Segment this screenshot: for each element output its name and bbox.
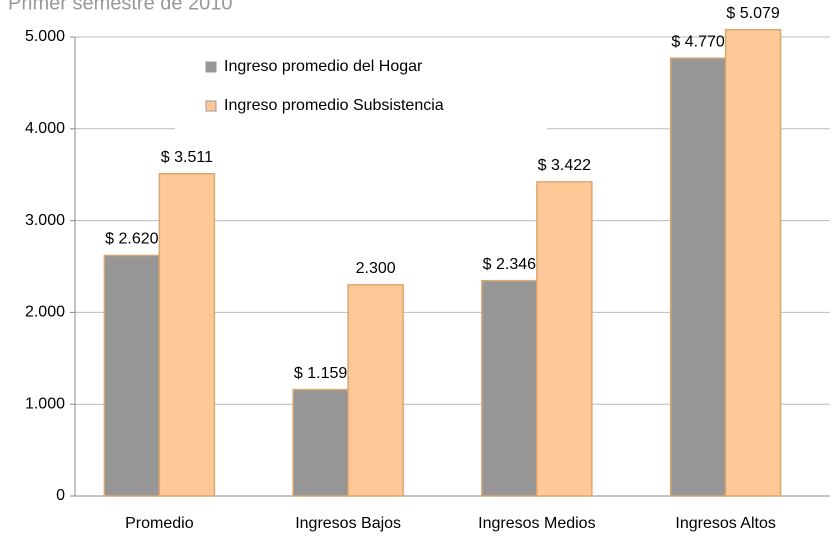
bar bbox=[158, 172, 216, 497]
data-label: $ 3.422 bbox=[538, 157, 591, 174]
x-tick-label: Ingresos Medios bbox=[478, 515, 595, 532]
y-tick-label: 5.000 bbox=[25, 28, 65, 45]
data-label: $ 2.346 bbox=[483, 256, 536, 273]
chart-title: Primer semestre de 2010 bbox=[8, 0, 233, 14]
y-tick-label: 0 bbox=[56, 487, 65, 504]
legend-box bbox=[175, 40, 547, 130]
legend-swatch bbox=[205, 61, 217, 73]
data-label: $ 1.159 bbox=[294, 365, 347, 382]
legend-label: Ingreso promedio del Hogar bbox=[224, 58, 423, 75]
x-tick-label: Ingresos Altos bbox=[675, 515, 776, 532]
bar bbox=[103, 254, 161, 497]
data-label: $ 2.620 bbox=[105, 231, 158, 248]
y-tick-label: 1.000 bbox=[25, 395, 65, 412]
data-label: $ 4.770 bbox=[671, 33, 724, 50]
x-tick-label: Ingresos Bajos bbox=[295, 515, 401, 532]
bar bbox=[481, 279, 538, 497]
legend-swatch bbox=[205, 100, 217, 112]
data-label: 2.300 bbox=[356, 260, 396, 277]
bar bbox=[536, 181, 593, 497]
data-label: $ 3.511 bbox=[161, 149, 213, 166]
bar bbox=[292, 388, 349, 497]
bar bbox=[669, 57, 727, 497]
bar bbox=[347, 284, 404, 497]
y-tick-label: 3.000 bbox=[25, 212, 65, 229]
y-tick-label: 2.000 bbox=[25, 304, 65, 321]
data-label: $ 5.079 bbox=[726, 5, 779, 22]
x-tick-label: Promedio bbox=[125, 515, 194, 532]
y-tick-label: 4.000 bbox=[25, 120, 65, 137]
legend-label: Ingreso promedio Subsistencia bbox=[224, 97, 444, 114]
bar bbox=[724, 28, 782, 497]
